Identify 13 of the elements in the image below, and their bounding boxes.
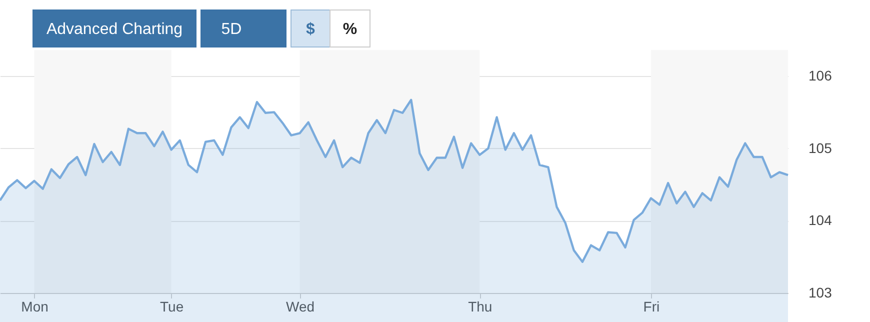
x-tick-label: Thu bbox=[468, 298, 492, 314]
y-tick-label: 105 bbox=[808, 140, 832, 156]
y-tick-label: 103 bbox=[808, 284, 832, 300]
text: $ bbox=[306, 21, 316, 38]
x-tick-label: Fri bbox=[643, 298, 660, 314]
text: % bbox=[342, 21, 358, 38]
text: Advanced Charting bbox=[46, 21, 183, 38]
text: 5D bbox=[221, 21, 242, 38]
y-tick-label: 106 bbox=[808, 68, 832, 84]
y-tick-label: 104 bbox=[808, 212, 832, 228]
x-tick-label: Tue bbox=[160, 298, 184, 314]
x-tick-label: Wed bbox=[286, 298, 315, 314]
x-tick-label: Mon bbox=[21, 298, 48, 314]
